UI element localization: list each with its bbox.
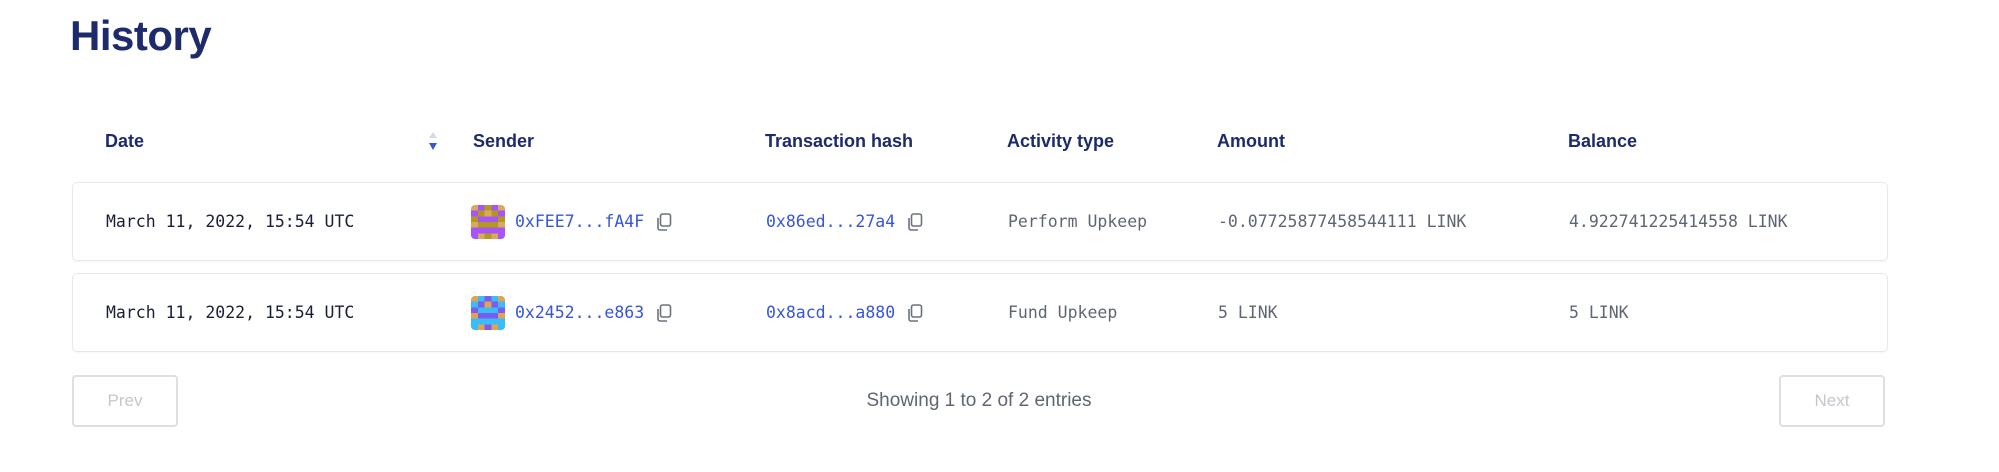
- sender-address-link[interactable]: 0xFEE7...fA4F: [515, 212, 645, 231]
- column-header-transaction-hash: Transaction hash: [765, 131, 914, 151]
- tx-hash-link[interactable]: 0x86ed...27a4: [766, 212, 896, 231]
- amount-cell: 5 LINK: [1218, 303, 1278, 322]
- copy-icon[interactable]: [907, 303, 923, 322]
- date-cell: March 11, 2022, 15:54 UTC: [106, 212, 355, 231]
- table-row: March 11, 2022, 15:54 UTC 0xFEE7...fA4F 0x…: [72, 182, 1888, 261]
- tx-hash-cell: 0x86ed...27a4: [766, 183, 923, 260]
- tx-hash-cell: 0x8acd...a880: [766, 274, 923, 351]
- page-title: History: [70, 12, 212, 59]
- activity-type-cell: Perform Upkeep: [1008, 212, 1148, 231]
- date-cell: March 11, 2022, 15:54 UTC: [106, 303, 355, 322]
- sender-avatar-icon: [471, 295, 505, 330]
- sender-cell: 0xFEE7...fA4F: [471, 183, 672, 260]
- sender-avatar-icon: [471, 204, 505, 239]
- column-header-amount: Amount: [1217, 131, 1285, 151]
- next-button[interactable]: Next: [1779, 375, 1885, 427]
- tx-hash-link[interactable]: 0x8acd...a880: [766, 303, 896, 322]
- column-header-activity-type: Activity type: [1007, 131, 1115, 151]
- copy-icon[interactable]: [656, 212, 672, 231]
- balance-cell: 5 LINK: [1569, 303, 1629, 322]
- prev-button[interactable]: Prev: [72, 375, 178, 427]
- pagination-status: Showing 1 to 2 of 2 entries: [866, 390, 1092, 411]
- sender-cell: 0x2452...e863: [471, 274, 672, 351]
- sender-address-link[interactable]: 0x2452...e863: [515, 303, 645, 322]
- amount-cell: -0.07725877458544111 LINK: [1218, 212, 1467, 231]
- table-row: March 11, 2022, 15:54 UTC 0x2452...e863 0x…: [72, 273, 1888, 352]
- activity-type-cell: Fund Upkeep: [1008, 303, 1118, 322]
- column-header-sender: Sender: [473, 131, 535, 151]
- copy-icon[interactable]: [656, 303, 672, 322]
- column-header-balance: Balance: [1568, 131, 1638, 151]
- balance-cell: 4.922741225414558 LINK: [1569, 212, 1788, 231]
- copy-icon[interactable]: [907, 212, 923, 231]
- sort-descending-icon[interactable]: [427, 130, 439, 152]
- column-header-date[interactable]: Date: [105, 131, 145, 151]
